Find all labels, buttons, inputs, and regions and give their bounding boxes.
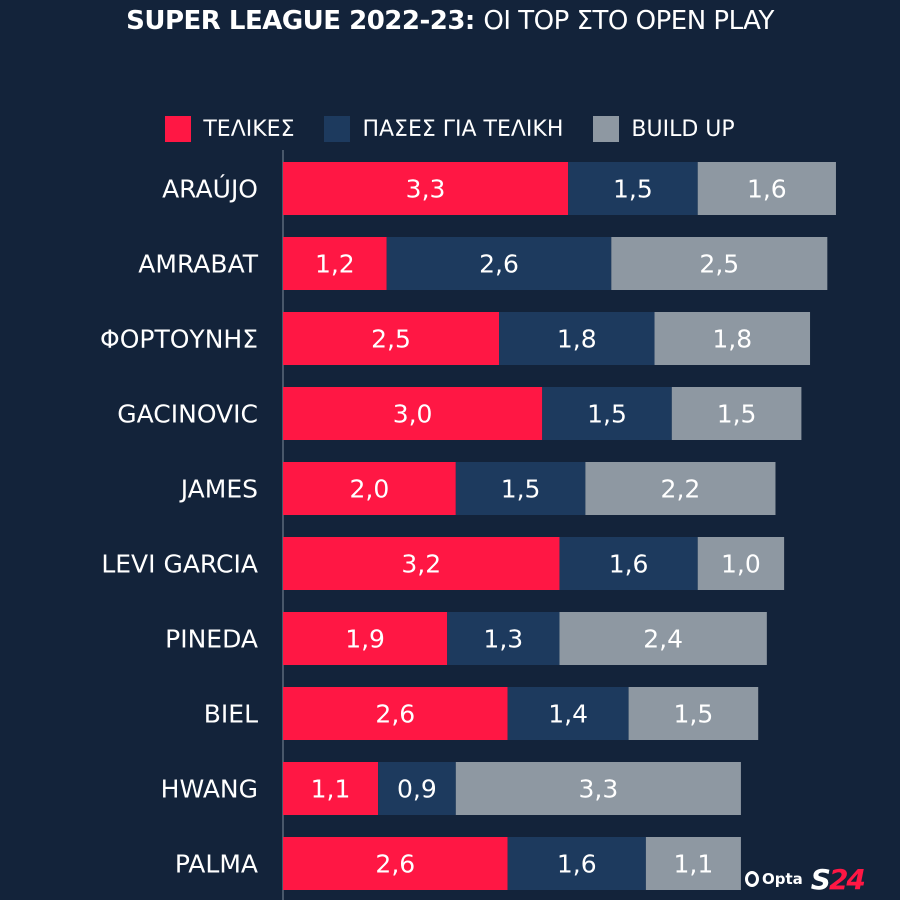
opta-logo-text: Opta (762, 870, 803, 888)
s24-logo-letter: S (810, 862, 831, 896)
legend-label-shots: ΤΕΛΙΚΕΣ (203, 116, 295, 142)
legend-item-build-up: BUILD UP (593, 116, 735, 142)
bar-key-passes-10 (507, 837, 646, 890)
data-label-build-up-7: 2,4 (643, 625, 683, 654)
category-label-1: ARAÚJO (162, 174, 258, 204)
category-label-3: ΦΟΡΤΟΥΝΗΣ (100, 325, 258, 354)
bar-shots-3 (283, 312, 499, 365)
legend-swatch-key-passes (324, 116, 351, 142)
bar-build-up-7 (559, 612, 767, 665)
bar-shots-6 (283, 537, 560, 590)
legend-label-build-up: BUILD UP (631, 116, 735, 142)
legend-label-key-passes: ΠΑΣΕΣ ΓΙΑ ΤΕΛΙΚΗ (362, 116, 564, 142)
opta-logo: Opta (745, 870, 803, 888)
category-label-2: AMRABAT (138, 250, 258, 279)
legend-item-shots: ΤΕΛΙΚΕΣ (165, 116, 294, 142)
bar-build-up-8 (628, 687, 759, 740)
bar-shots-5 (283, 462, 456, 515)
data-label-shots-2: 1,2 (315, 250, 355, 279)
category-label-6: LEVI GARCIA (101, 550, 258, 579)
bar-key-passes-2 (386, 237, 612, 290)
data-label-build-up-6: 1,0 (721, 550, 761, 579)
data-label-key-passes-2: 2,6 (479, 250, 519, 279)
legend-swatch-shots (165, 116, 192, 142)
legend: ΤΕΛΙΚΕΣ ΠΑΣΕΣ ΓΙΑ ΤΕΛΙΚΗ BUILD UP (0, 114, 900, 144)
s24-logo-number: 24 (828, 862, 866, 896)
data-label-shots-7: 1,9 (345, 625, 385, 654)
data-label-shots-4: 3,0 (393, 400, 433, 429)
data-label-shots-6: 3,2 (401, 550, 441, 579)
bar-key-passes-8 (507, 687, 629, 740)
bar-build-up-2 (611, 237, 828, 290)
category-label-10: PALMA (175, 850, 258, 879)
bar-build-up-1 (697, 162, 836, 215)
title-bold: SUPER LEAGUE 2022-23: (126, 6, 475, 36)
bar-key-passes-3 (499, 312, 655, 365)
bar-key-passes-5 (455, 462, 586, 515)
data-label-build-up-8: 1,5 (674, 700, 714, 729)
data-label-key-passes-1: 1,5 (613, 175, 653, 204)
bar-shots-10 (283, 837, 508, 890)
legend-swatch-build-up (593, 116, 620, 142)
data-label-build-up-4: 1,5 (717, 400, 757, 429)
category-label-8: BIEL (204, 700, 258, 729)
bar-key-passes-6 (559, 537, 698, 590)
legend-item-key-passes: ΠΑΣΕΣ ΓΙΑ ΤΕΛΙΚΗ (324, 116, 563, 142)
data-label-key-passes-5: 1,5 (501, 475, 541, 504)
bar-build-up-9 (455, 762, 741, 815)
data-label-shots-3: 2,5 (371, 325, 411, 354)
category-label-9: HWANG (161, 775, 258, 804)
data-label-key-passes-8: 1,4 (548, 700, 588, 729)
data-label-build-up-5: 2,2 (661, 475, 701, 504)
data-label-key-passes-6: 1,6 (609, 550, 649, 579)
data-label-key-passes-10: 1,6 (557, 850, 597, 879)
bar-shots-7 (283, 612, 448, 665)
bar-shots-4 (283, 387, 543, 440)
title-rest: ΟΙ ΤΟΡ ΣΤΟ OPEN PLAY (483, 6, 774, 36)
chart-title: SUPER LEAGUE 2022-23: ΟΙ ΤΟΡ ΣΤΟ OPEN PL… (0, 6, 900, 36)
bar-shots-2 (283, 237, 387, 290)
data-label-key-passes-4: 1,5 (587, 400, 627, 429)
data-label-key-passes-9: 0,9 (397, 775, 437, 804)
bar-key-passes-1 (568, 162, 698, 215)
data-label-shots-5: 2,0 (350, 475, 390, 504)
category-label-4: GACINOVIC (117, 400, 258, 429)
bar-build-up-10 (645, 837, 741, 890)
data-label-shots-1: 3,3 (406, 175, 446, 204)
data-label-shots-8: 2,6 (375, 700, 415, 729)
data-label-build-up-10: 1,1 (674, 850, 714, 879)
data-label-build-up-9: 3,3 (578, 775, 618, 804)
bar-shots-8 (283, 687, 508, 740)
bar-build-up-6 (697, 537, 785, 590)
logos: Opta S24 (745, 862, 895, 896)
data-label-key-passes-7: 1,3 (483, 625, 523, 654)
data-label-build-up-2: 2,5 (699, 250, 739, 279)
data-label-build-up-3: 1,8 (712, 325, 752, 354)
data-label-key-passes-3: 1,8 (557, 325, 597, 354)
data-label-shots-9: 1,1 (311, 775, 351, 804)
category-label-5: JAMES (179, 475, 258, 504)
category-label-7: PINEDA (165, 625, 258, 654)
bar-shots-9 (283, 762, 379, 815)
bar-build-up-4 (671, 387, 802, 440)
data-label-shots-10: 2,6 (375, 850, 415, 879)
bar-key-passes-9 (378, 762, 456, 815)
bar-build-up-3 (654, 312, 811, 365)
opta-ring-icon (745, 871, 759, 887)
s24-logo: S24 (810, 862, 866, 896)
bar-build-up-5 (585, 462, 776, 515)
bar-key-passes-7 (447, 612, 560, 665)
data-label-build-up-1: 1,6 (747, 175, 787, 204)
bar-key-passes-4 (542, 387, 672, 440)
bar-shots-1 (283, 162, 569, 215)
